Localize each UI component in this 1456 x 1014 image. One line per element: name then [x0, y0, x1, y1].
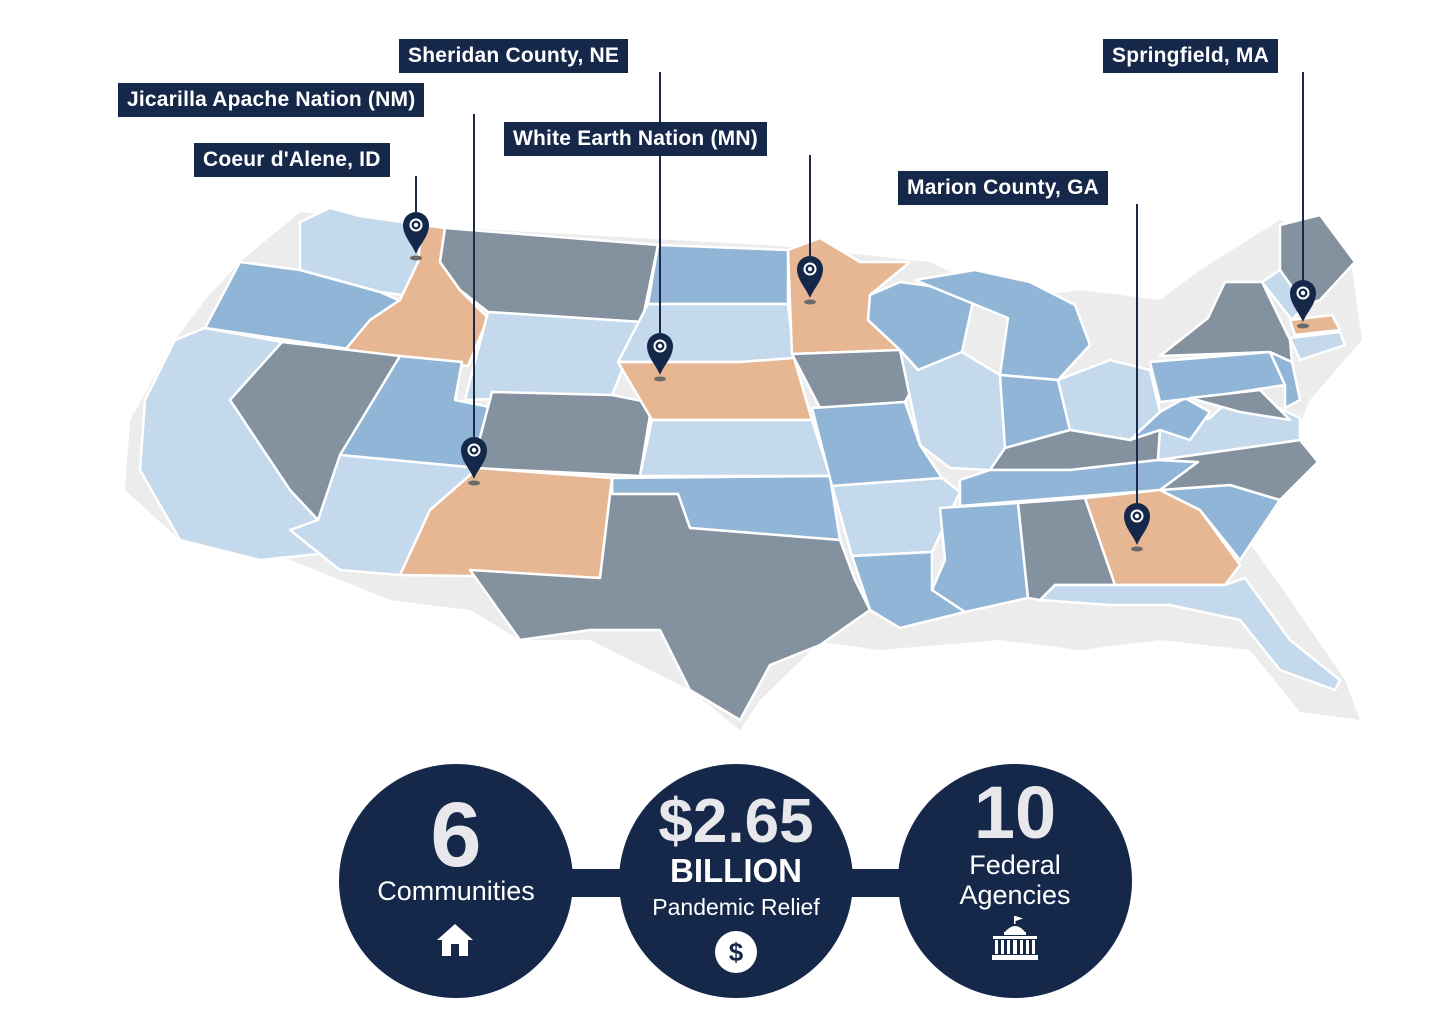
- map-pin-white-earth: [797, 256, 823, 305]
- stat-relief-label: Pandemic Relief: [652, 894, 820, 920]
- location-label-coeur-dalene: Coeur d'Alene, ID: [194, 143, 390, 177]
- stat-federal-agencies: 10 Federal Agencies: [898, 764, 1132, 998]
- state-maryland: [1188, 388, 1292, 422]
- state-florida: [1038, 576, 1342, 692]
- connector-bar-2: [846, 869, 906, 897]
- location-label-jicarilla-apache: Jicarilla Apache Nation (NM): [118, 83, 425, 117]
- stat-communities-value: 6: [430, 784, 482, 886]
- map-pin-marion-county: [1124, 503, 1150, 552]
- stat-communities-label: Communities: [377, 876, 535, 906]
- state-new-york: [1158, 280, 1294, 364]
- stat-pandemic-relief: $2.65 BILLION Pandemic Relief $: [619, 764, 853, 998]
- location-label-sheridan-county: Sheridan County, NE: [399, 39, 629, 73]
- state-south-dakota: [616, 302, 796, 364]
- stat-relief-value: $2.65: [658, 787, 814, 856]
- map-pin-jicarilla-apache: [461, 437, 487, 486]
- location-label-marion-county: Marion County, GA: [898, 171, 1109, 205]
- state-connecticut-ri: [1288, 330, 1347, 362]
- state-north-dakota: [646, 243, 790, 306]
- state-wyoming: [463, 310, 644, 402]
- state-nebraska: [616, 356, 814, 422]
- stat-communities: 6 Communities: [339, 764, 573, 998]
- state-missouri: [810, 400, 944, 488]
- state-colorado: [470, 390, 654, 478]
- state-west-virginia: [1128, 396, 1212, 442]
- state-texas: [468, 476, 872, 722]
- svg-text:$: $: [729, 937, 744, 967]
- stat-agencies-label-line2: Agencies: [959, 880, 1071, 910]
- location-label-springfield: Springfield, MA: [1103, 39, 1278, 73]
- state-kansas: [638, 418, 832, 478]
- government-building-icon: [992, 916, 1038, 960]
- house-icon: [437, 924, 473, 956]
- map-pin-springfield: [1290, 280, 1316, 329]
- stat-agencies-value: 10: [973, 771, 1057, 854]
- state-mississippi: [930, 501, 1030, 614]
- state-michigan: [913, 268, 1092, 382]
- stat-agencies-label-line1: Federal: [969, 850, 1061, 880]
- location-label-white-earth: White Earth Nation (MN): [504, 122, 767, 156]
- connector-bar-1: [568, 869, 628, 897]
- map-pin-coeur-dalene: [402, 211, 430, 261]
- stat-relief-unit: BILLION: [670, 852, 802, 889]
- dollar-icon: $: [715, 931, 757, 973]
- map-pin-sheridan-county: [647, 333, 673, 382]
